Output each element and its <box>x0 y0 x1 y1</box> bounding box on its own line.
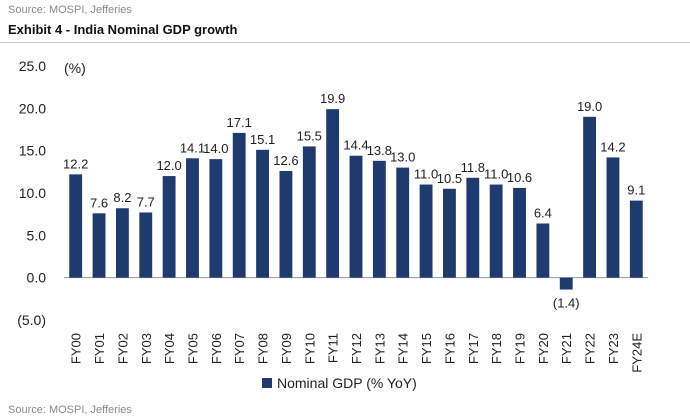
data-label: 10.5 <box>437 171 462 186</box>
data-label: 9.1 <box>627 183 645 198</box>
bar-fy00 <box>69 174 83 278</box>
bar-fy04 <box>162 176 176 278</box>
x-tick-label: FY13 <box>372 333 387 364</box>
data-label: 19.9 <box>320 91 345 106</box>
title-divider <box>0 42 690 43</box>
bar-fy02 <box>115 208 129 278</box>
legend-label: Nominal GDP (% YoY) <box>277 375 417 391</box>
data-label: (1.4) <box>553 296 580 311</box>
data-label: 12.2 <box>63 156 88 171</box>
bar-fy23 <box>606 157 620 278</box>
bar-fy11 <box>326 109 340 278</box>
x-tick-label: FY15 <box>419 333 434 364</box>
x-tick-label: FY11 <box>326 333 341 363</box>
data-label: 14.2 <box>600 139 625 154</box>
y-axis: 25.0 20.0 15.0 10.0 5.0 0.0 (5.0) <box>17 58 46 328</box>
x-tick-label: FY17 <box>466 333 481 364</box>
bar-fy06 <box>209 159 223 278</box>
x-tick-label: FY10 <box>302 333 317 364</box>
data-label: 14.4 <box>343 138 368 153</box>
x-tick-label: FY16 <box>442 333 457 364</box>
data-label: 14.1 <box>180 140 205 155</box>
bar-fy22 <box>583 116 597 278</box>
x-tick-label: FY02 <box>115 333 130 364</box>
x-tick-label: FY14 <box>396 333 411 364</box>
x-tick-label: FY03 <box>139 333 154 364</box>
y-tick-label: 15.0 <box>19 143 46 159</box>
data-label: 11.0 <box>484 167 508 182</box>
x-tick-label: FY05 <box>185 333 200 364</box>
y-tick-label: 0.0 <box>27 270 47 286</box>
y-tick-label: 25.0 <box>19 58 46 74</box>
bar-fy24e <box>629 200 643 278</box>
x-tick-label: FY21 <box>559 333 574 364</box>
data-label: 19.0 <box>577 99 602 114</box>
bar-fy14 <box>396 167 410 278</box>
bar-fy07 <box>232 132 246 278</box>
data-label: 13.0 <box>390 150 415 165</box>
legend-swatch <box>262 378 272 388</box>
x-tick-label: FY07 <box>232 333 247 364</box>
bar-fy10 <box>302 146 316 278</box>
data-label: 13.8 <box>367 143 392 158</box>
data-labels: 12.2 7.6 8.2 7.7 12.0 14.114.0 17.1 15.1 12.6 15.… <box>63 91 645 310</box>
x-tick-label: FY08 <box>256 333 271 364</box>
data-label: 15.5 <box>297 128 322 143</box>
y-tick-label: 20.0 <box>19 100 46 116</box>
x-tick-label: FY20 <box>536 333 551 364</box>
x-tick-label: FY23 <box>606 333 621 364</box>
x-axis: FY00 FY01 FY02 FY03 FY04 FY05 FY06 FY07 FY08 FY09… <box>69 333 645 373</box>
bar-fy01 <box>92 213 106 278</box>
bar-fy09 <box>279 170 293 278</box>
y-axis-label: (%) <box>64 60 86 76</box>
data-label: 14.0 <box>203 141 228 156</box>
x-tick-label: FY19 <box>513 333 528 364</box>
data-label: 17.1 <box>227 115 252 130</box>
data-label: 10.6 <box>507 170 532 185</box>
data-label: 12.0 <box>156 158 181 173</box>
x-tick-label: FY09 <box>279 333 294 364</box>
y-tick-label: 5.0 <box>27 227 47 243</box>
bar-fy03 <box>139 212 153 278</box>
bar-fy15 <box>419 184 433 278</box>
x-tick-label: FY18 <box>489 333 504 364</box>
x-tick-label: FY24E <box>629 333 644 373</box>
source-note-bottom: Source: MOSPI, Jefferies <box>8 404 132 416</box>
data-label: 15.1 <box>250 132 275 147</box>
bar-fy21 <box>559 277 573 290</box>
data-label: 12.6 <box>273 153 298 168</box>
data-label: 11.8 <box>461 160 485 175</box>
x-tick-label: FY04 <box>162 333 177 364</box>
bar-fy18 <box>489 184 503 278</box>
bar-fy16 <box>443 188 456 278</box>
bar-series <box>69 109 643 290</box>
x-tick-label: FY22 <box>583 333 598 364</box>
bar-fy12 <box>349 155 363 278</box>
bar-fy19 <box>513 187 526 278</box>
legend: Nominal GDP (% YoY) <box>262 375 417 391</box>
data-label: 7.7 <box>137 194 155 209</box>
bar-fy17 <box>466 177 480 278</box>
bar-fy13 <box>372 160 386 278</box>
bar-fy08 <box>256 149 269 278</box>
x-tick-label: FY06 <box>209 333 224 364</box>
source-note-top: Source: MOSPI, Jefferies <box>8 4 132 16</box>
y-tick-label: (5.0) <box>17 312 46 328</box>
data-label: 6.4 <box>534 205 552 220</box>
data-label: 8.2 <box>113 190 131 205</box>
data-label: 7.6 <box>90 195 108 210</box>
y-tick-label: 10.0 <box>19 185 46 201</box>
data-label: 11.0 <box>414 167 438 182</box>
bar-fy05 <box>186 158 199 278</box>
bar-fy20 <box>536 223 550 278</box>
x-tick-label: FY12 <box>349 333 364 364</box>
x-tick-label: FY00 <box>69 333 84 364</box>
chart-title: Exhibit 4 - India Nominal GDP growth <box>8 22 238 37</box>
x-tick-label: FY01 <box>92 333 107 364</box>
